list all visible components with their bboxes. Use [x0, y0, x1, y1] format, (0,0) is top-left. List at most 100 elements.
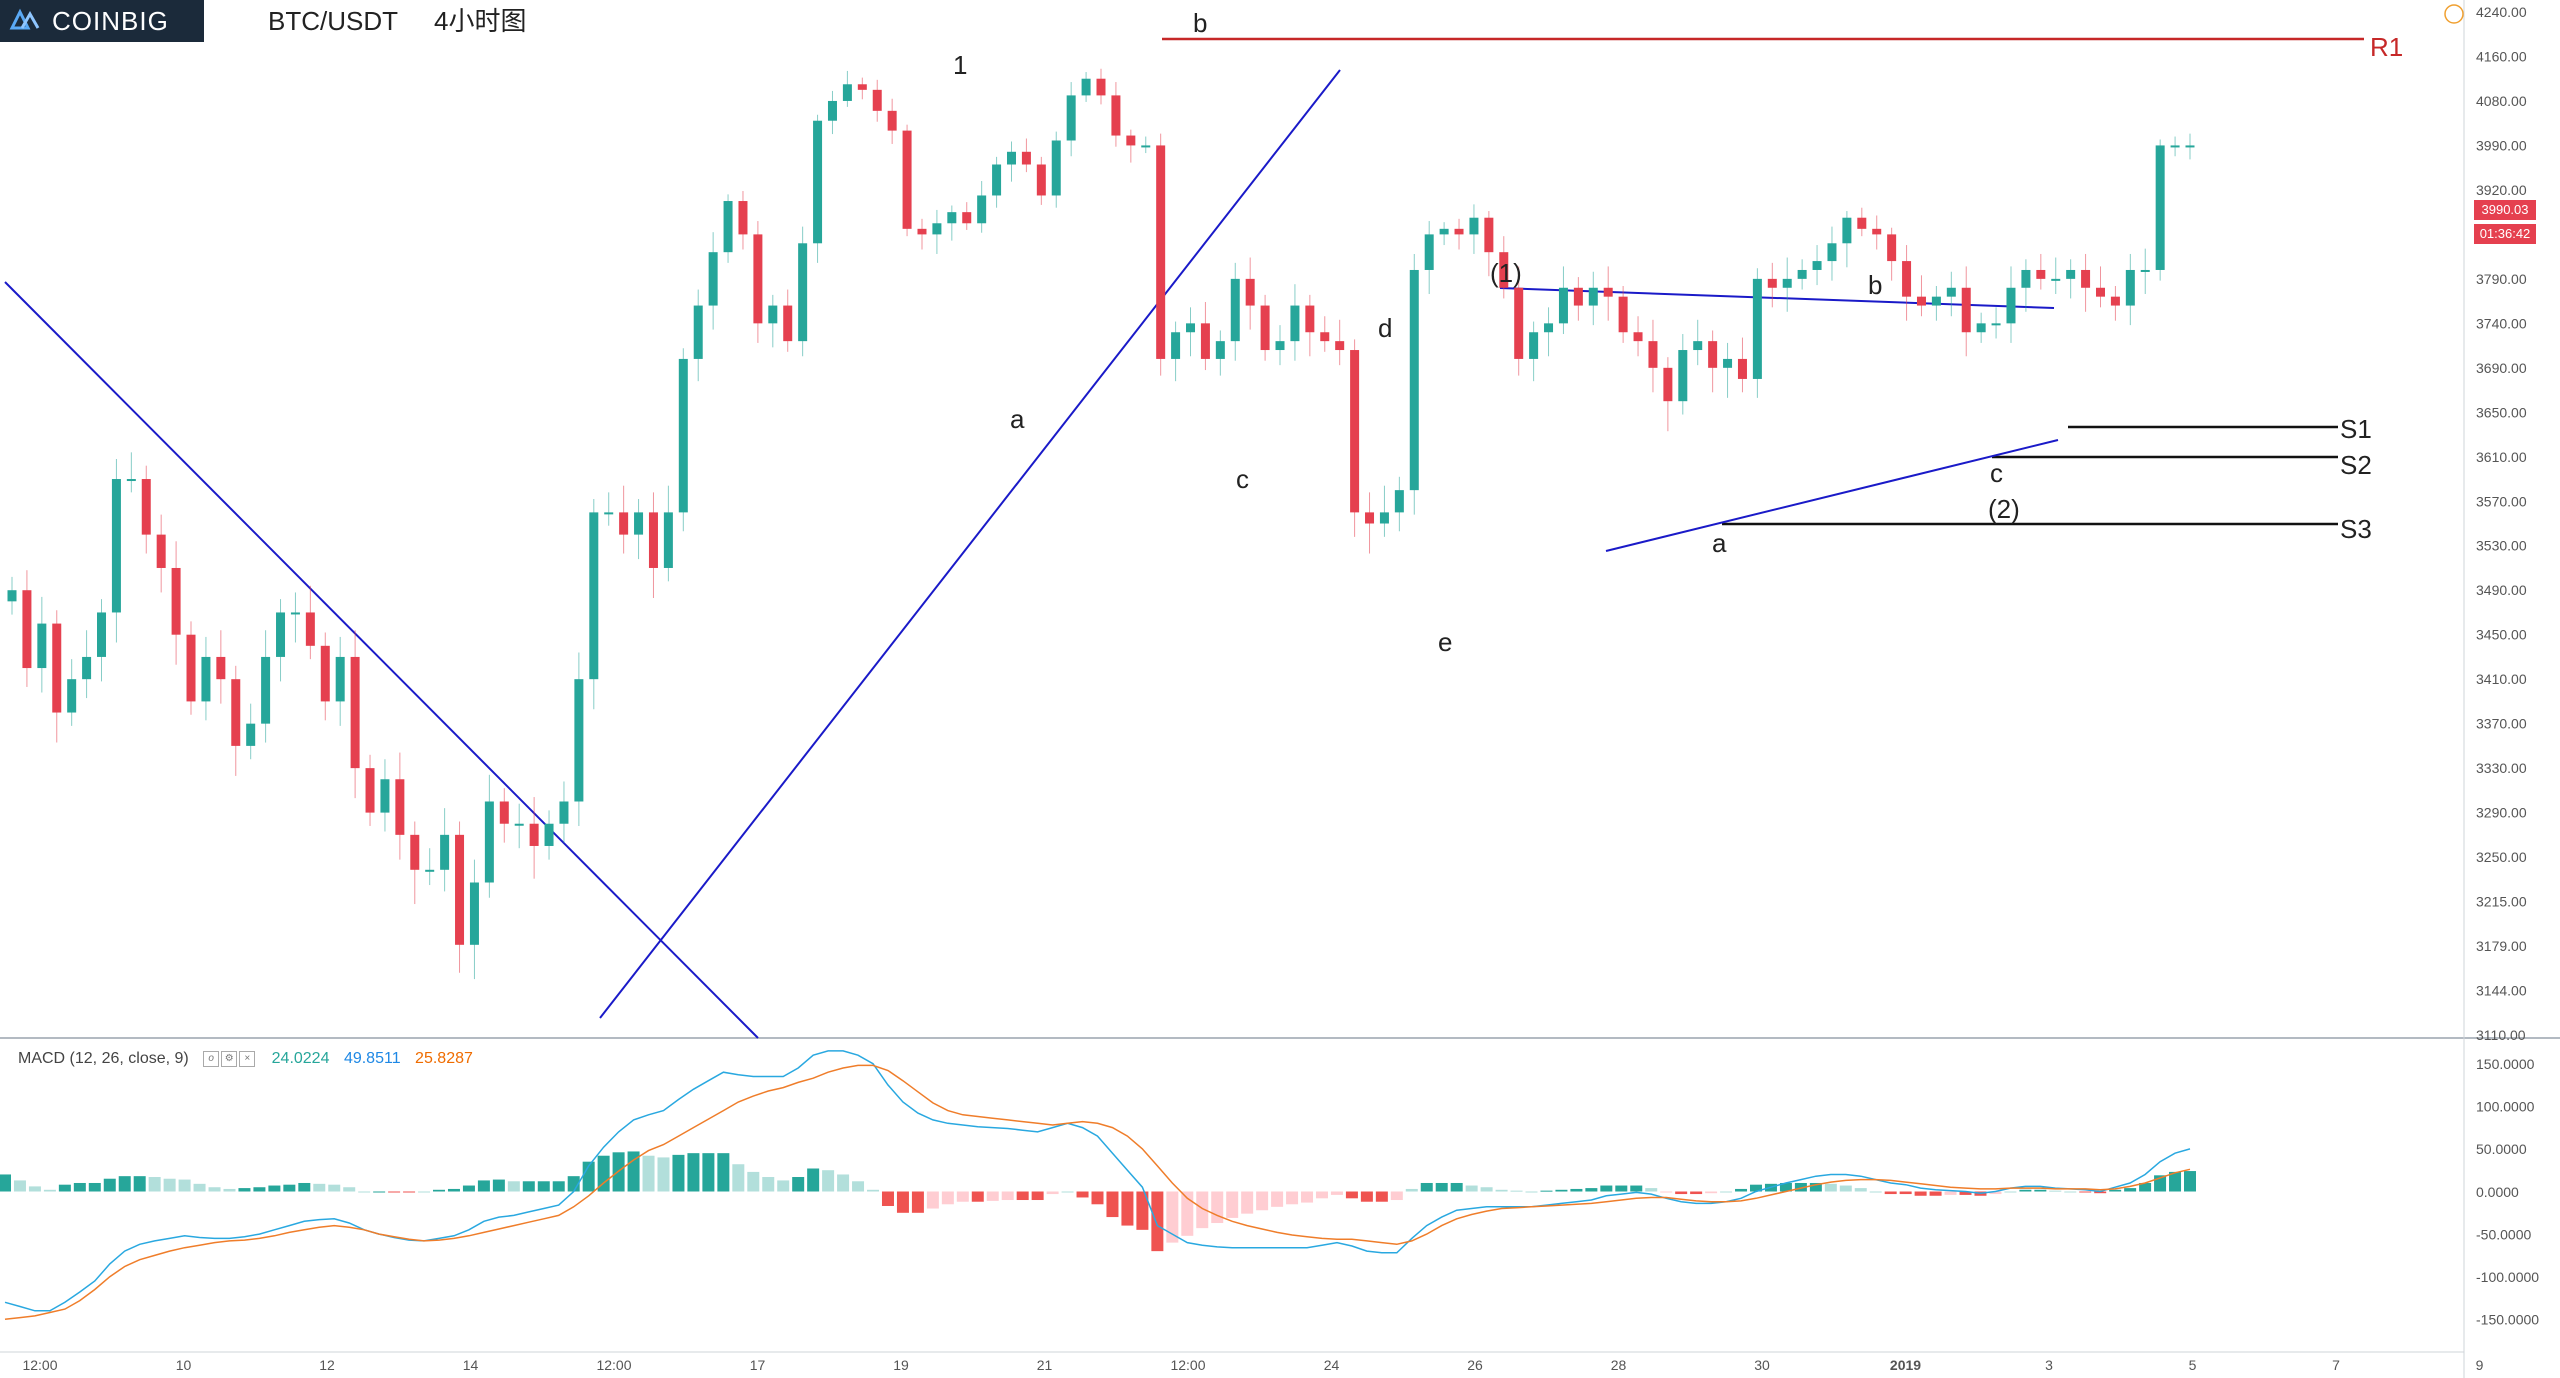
candle-body	[484, 801, 494, 883]
price-tick-label: 3490.00	[2476, 582, 2527, 598]
price-tick-label: 3530.00	[2476, 538, 2527, 554]
candle-body	[798, 243, 808, 342]
macd-hist-bar	[837, 1174, 850, 1192]
candle-body	[738, 201, 748, 235]
candle-body	[619, 512, 629, 535]
alert-icon[interactable]	[2444, 4, 2464, 24]
macd-hist-bar	[88, 1182, 101, 1192]
candle-body	[67, 679, 77, 713]
candle-body	[2036, 269, 2046, 279]
macd-hist-bar	[1031, 1191, 1044, 1201]
macd-tick-label: 0.0000	[2476, 1184, 2519, 1200]
macd-hist-bar	[148, 1177, 161, 1192]
macd-legend-label: MACD (12, 26, close, 9)	[18, 1050, 189, 1067]
price-tick-label: 3740.00	[2476, 315, 2527, 331]
macd-tick-label: 100.0000	[2476, 1099, 2535, 1115]
macd-hist-bar	[1884, 1191, 1897, 1195]
candle-body	[827, 100, 837, 121]
macd-hist-bar	[792, 1177, 805, 1192]
candle-body	[1827, 243, 1837, 262]
macd-hist-value: 24.0224	[271, 1050, 330, 1067]
macd-hist-bar	[911, 1191, 924, 1213]
eye-icon[interactable]: o	[203, 1050, 220, 1067]
candle-body	[2021, 269, 2031, 288]
candle-body	[1275, 341, 1285, 351]
candle-body	[1454, 228, 1464, 235]
candle-body	[2155, 145, 2165, 270]
wave-label-a2: a	[1712, 528, 1727, 558]
countdown-tag: 01:36:42	[2474, 224, 2536, 244]
macd-hist-bar	[507, 1181, 520, 1192]
price-tick-label: 3690.00	[2476, 360, 2527, 376]
candle-body	[156, 534, 166, 568]
candle-body	[678, 358, 688, 513]
macd-hist-bar	[1495, 1189, 1508, 1192]
candle-body	[97, 612, 107, 657]
legend-controls[interactable]: o ⚙ ×	[203, 1050, 257, 1067]
price-tick-label: 3570.00	[2476, 493, 2527, 509]
candle-body	[1633, 332, 1643, 342]
macd-hist-bar	[1375, 1191, 1388, 1202]
candle-body	[1931, 296, 1941, 306]
wave-label-1: 1	[953, 50, 967, 80]
macd-hist-bar	[1390, 1191, 1403, 1201]
macd-hist-bar	[388, 1191, 401, 1193]
candle-body	[1156, 145, 1166, 359]
candle-body	[932, 223, 942, 235]
candle-body	[1514, 287, 1524, 359]
macd-hist-bar	[28, 1186, 41, 1192]
candle-body	[2095, 287, 2105, 297]
candle-body	[857, 84, 867, 90]
macd-hist-bar	[941, 1191, 954, 1205]
candle-body	[559, 801, 569, 824]
time-tick-label: 24	[1324, 1357, 1340, 1373]
price-tick-label: 3920.00	[2476, 182, 2527, 198]
macd-hist-bar	[971, 1191, 984, 1202]
macd-hist-bar	[1286, 1191, 1299, 1205]
settings-icon[interactable]: ⚙	[221, 1050, 238, 1067]
macd-hist-bar	[732, 1164, 745, 1192]
signal-line	[4, 1064, 2191, 1321]
price-tick-label: 4080.00	[2476, 93, 2527, 109]
macd-hist-bar	[223, 1188, 236, 1192]
macd-hist-bar	[2109, 1189, 2122, 1192]
macd-hist-bar	[1345, 1191, 1358, 1199]
macd-hist-bar	[1091, 1191, 1104, 1205]
macd-hist-bar	[1824, 1183, 1837, 1192]
macd-hist-bar	[462, 1185, 475, 1192]
candle-body	[768, 305, 778, 324]
macd-hist-bar	[238, 1188, 251, 1192]
candle-body	[1663, 367, 1673, 402]
candle-body	[2125, 269, 2135, 306]
candle-body	[1648, 341, 1658, 368]
macd-hist-bar	[1241, 1191, 1254, 1214]
macd-hist-bar	[1181, 1191, 1194, 1236]
macd-hist-bar	[343, 1187, 356, 1192]
close-icon[interactable]: ×	[239, 1050, 256, 1067]
candle-body	[126, 479, 136, 482]
candle-body	[574, 679, 584, 802]
price-tick-label: 3450.00	[2476, 627, 2527, 643]
macd-tick-label: -150.0000	[2476, 1312, 2539, 1328]
candle-body	[201, 656, 211, 702]
price-axis: 4240.004160.004080.003990.003920.003840.…	[2476, 4, 2527, 1043]
candle-body	[1096, 78, 1106, 96]
time-tick-label: 19	[893, 1357, 909, 1373]
candle-body	[1529, 332, 1539, 359]
macd-hist-bar	[867, 1189, 880, 1192]
macd-hist-bar	[1645, 1188, 1658, 1192]
macd-hist-bar	[896, 1191, 909, 1213]
candle-body	[1723, 358, 1733, 368]
macd-hist-bar	[1510, 1190, 1523, 1192]
candle-body	[82, 656, 92, 680]
candle-body	[1006, 151, 1016, 165]
candle-body	[1335, 341, 1345, 351]
candle-body	[1887, 234, 1897, 262]
candle-body	[365, 768, 375, 813]
price-tick-label: 3110.00	[2476, 1027, 2526, 1043]
candle-body	[693, 305, 703, 359]
time-tick-label: 28	[1611, 1357, 1627, 1373]
candle-body	[708, 252, 718, 306]
macd-hist-bar	[1959, 1191, 1972, 1195]
